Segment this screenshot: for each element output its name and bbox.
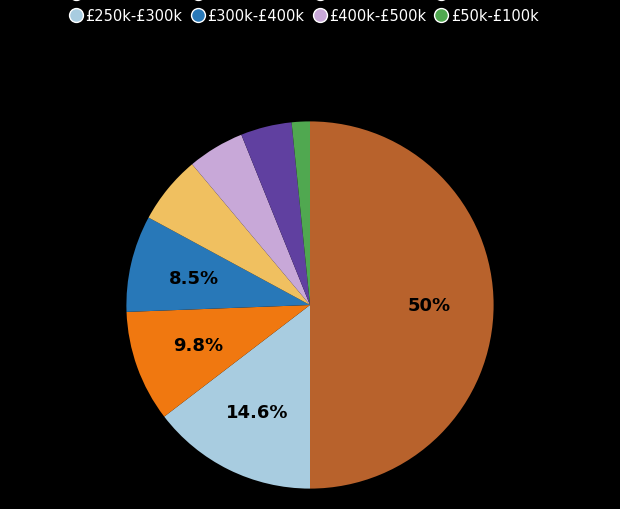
Wedge shape <box>310 122 494 489</box>
Wedge shape <box>291 122 310 305</box>
Wedge shape <box>126 305 310 417</box>
Wedge shape <box>149 165 310 305</box>
Text: 8.5%: 8.5% <box>169 269 219 287</box>
Wedge shape <box>241 123 310 305</box>
Legend: £200k-£250k, £250k-£300k, £150k-£200k, £300k-£400k, £100k-£150k, £400k-£500k, £5: £200k-£250k, £250k-£300k, £150k-£200k, £… <box>68 0 552 29</box>
Wedge shape <box>164 305 310 489</box>
Text: 9.8%: 9.8% <box>172 337 223 355</box>
Text: 50%: 50% <box>408 296 451 315</box>
Wedge shape <box>126 218 310 313</box>
Wedge shape <box>192 135 310 305</box>
Text: 14.6%: 14.6% <box>226 403 288 421</box>
